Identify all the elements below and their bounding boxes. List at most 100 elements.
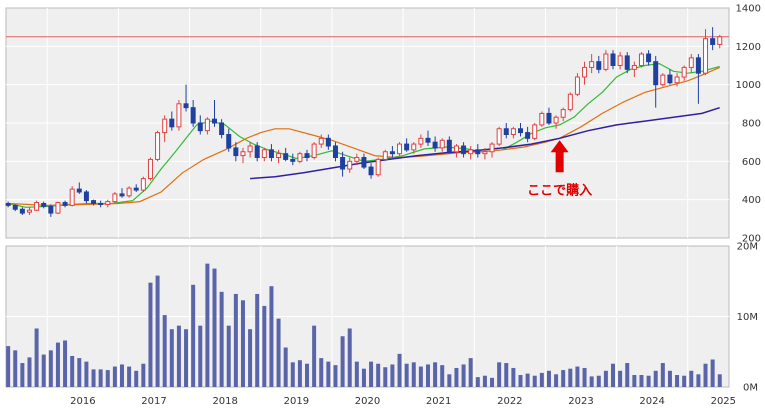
candle-body (12, 204, 18, 210)
candle-body (667, 74, 673, 84)
candle-body (653, 61, 659, 86)
candlestick (596, 55, 602, 74)
volume-bar (6, 346, 11, 387)
year-label: 2023 (568, 396, 593, 407)
candlestick (475, 144, 481, 158)
price-tick-label: 400 (742, 195, 761, 206)
candlestick (660, 73, 666, 87)
volume-bar (433, 362, 438, 387)
candle-body (517, 128, 523, 134)
candle-body (162, 118, 168, 134)
candle-body (332, 145, 338, 158)
candle-body (446, 139, 452, 153)
volume-bar (454, 367, 459, 387)
candlestick (5, 201, 11, 208)
volume-bar (696, 374, 701, 387)
candlestick (48, 204, 54, 217)
candle-body (375, 158, 381, 176)
candlestick (226, 128, 232, 152)
candlestick (432, 136, 438, 152)
candle-body (631, 65, 637, 70)
candlestick (389, 146, 395, 158)
volume-bar (603, 370, 608, 387)
candlestick (325, 134, 331, 150)
volume-bar (112, 366, 117, 387)
volume-bar (653, 370, 658, 387)
volume-bar (27, 357, 32, 387)
candle-body (382, 151, 388, 160)
candlestick (681, 65, 687, 81)
year-label: 2019 (284, 396, 309, 407)
volume-bar (418, 366, 423, 387)
volume-bar (504, 363, 509, 387)
candle-body (176, 103, 182, 128)
candlestick (546, 107, 552, 125)
candle-body (240, 151, 246, 157)
candlestick (453, 144, 459, 158)
annotation-label: ここで購入 (527, 182, 592, 198)
volume-bar (639, 375, 644, 387)
year-axis: 2016 2017 2018 2019 2020 2021 2022 2023 2024 2025 (70, 396, 736, 407)
candlestick (446, 136, 452, 154)
candle-body (247, 145, 253, 153)
volume-bar (667, 370, 672, 387)
candle-body (567, 93, 573, 111)
price-tick-label: 1400 (736, 4, 761, 15)
volume-bar (233, 293, 238, 387)
volume-bar (568, 368, 573, 387)
volume-bar (127, 366, 132, 387)
ma-long-line (250, 106, 720, 180)
candlestick (610, 50, 616, 70)
volume-bar (461, 364, 466, 387)
candlestick (204, 117, 210, 135)
candle-body (596, 61, 602, 70)
candle-body (91, 200, 97, 204)
candle-body (710, 38, 716, 45)
candlestick (589, 54, 595, 74)
year-label: 2020 (355, 396, 380, 407)
candlestick (368, 163, 374, 179)
candlestick (276, 149, 282, 164)
candle-body (126, 187, 132, 197)
candlestick (268, 144, 274, 162)
candle-body (404, 143, 410, 151)
volume-bar (596, 375, 601, 387)
candle-body (204, 118, 210, 132)
candlestick (354, 153, 360, 166)
candlestick (510, 126, 516, 139)
volume-bar (55, 342, 60, 387)
candlestick (525, 126, 531, 143)
volume-bar (717, 374, 722, 387)
candlestick (539, 111, 545, 127)
candle-body (105, 201, 111, 205)
volume-bar (575, 366, 580, 387)
candlestick (603, 50, 609, 72)
volume-bar (276, 318, 281, 387)
candle-body (69, 188, 75, 206)
volume-bar (425, 364, 430, 387)
volume-bar (319, 358, 324, 387)
year-label: 2018 (212, 396, 237, 407)
candle-body (98, 203, 104, 205)
candle-body (418, 137, 424, 145)
candlestick (55, 201, 61, 215)
volume-bar (305, 363, 310, 387)
volume-bar (105, 370, 110, 387)
candlestick (375, 157, 381, 177)
candlestick (247, 142, 253, 158)
candlestick (517, 123, 523, 137)
candlestick (397, 142, 403, 156)
candle-body (468, 149, 474, 155)
candle-body (169, 118, 175, 128)
candlestick (83, 190, 89, 204)
annotation: ここで購入 (527, 140, 592, 198)
volume-bar (589, 376, 594, 387)
candlestick (425, 130, 431, 146)
candle-body (496, 128, 502, 145)
candle-body (603, 53, 609, 70)
candlestick (710, 27, 716, 51)
volume-bar (582, 367, 587, 387)
candle-body (283, 153, 289, 160)
candle-body (354, 157, 360, 162)
price-tick-label: 1000 (736, 80, 761, 91)
